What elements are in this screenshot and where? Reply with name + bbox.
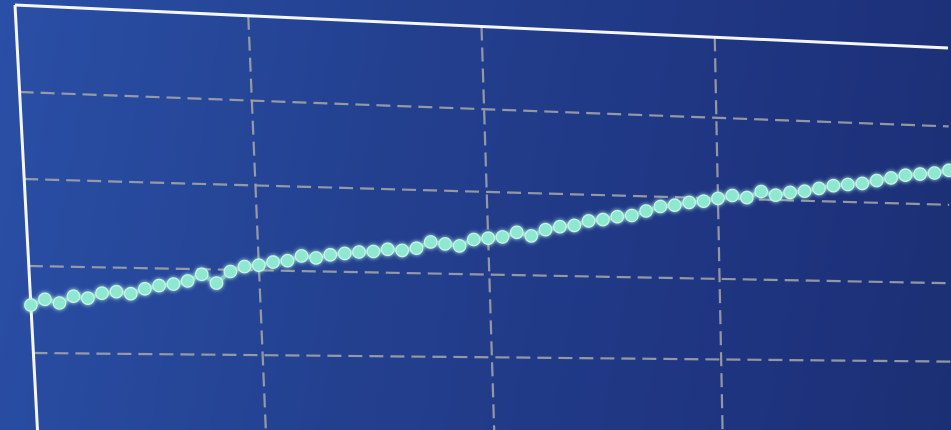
data-point <box>696 194 711 208</box>
data-point <box>725 188 740 203</box>
data-point <box>251 258 266 272</box>
data-point <box>711 191 725 206</box>
data-point <box>180 274 195 288</box>
data-point <box>567 218 582 233</box>
grid-lines <box>19 15 951 430</box>
data-point <box>66 289 81 303</box>
data-point <box>366 244 381 259</box>
data-point <box>797 184 812 198</box>
data-point <box>452 239 467 253</box>
data-point <box>352 245 366 259</box>
data-point <box>337 246 352 261</box>
grid-line-vertical <box>247 15 267 430</box>
data-point <box>913 167 927 181</box>
data-point <box>682 195 696 210</box>
data-point <box>124 286 138 301</box>
plot-border-left <box>13 4 39 430</box>
data-point <box>553 219 567 234</box>
data-point <box>209 276 224 290</box>
data-point <box>152 278 166 293</box>
data-point <box>754 184 768 199</box>
data-point <box>869 173 884 188</box>
data-point <box>423 235 438 249</box>
data-point <box>581 214 596 228</box>
data-point <box>24 298 38 312</box>
data-point <box>395 243 409 258</box>
grid-line-horizontal <box>28 264 950 285</box>
data-point <box>653 199 668 214</box>
grid-line-horizontal <box>33 351 951 363</box>
data-point <box>509 225 524 240</box>
data-point <box>294 249 309 263</box>
grid-line-horizontal <box>19 90 949 128</box>
data-point <box>884 171 898 185</box>
grid-line-vertical <box>480 26 496 430</box>
data-point <box>840 177 855 192</box>
data-point <box>610 209 625 224</box>
data-point <box>409 241 424 255</box>
data-point <box>495 230 510 244</box>
data-point <box>942 163 951 178</box>
data-point <box>740 190 754 205</box>
data-point <box>138 281 152 296</box>
data-point <box>266 255 280 269</box>
data-point <box>855 176 870 191</box>
plot-frame <box>13 3 949 430</box>
data-point <box>596 212 610 227</box>
data-series <box>24 163 951 312</box>
data-point <box>538 222 553 237</box>
data-point <box>323 248 338 262</box>
data-point <box>166 277 181 291</box>
data-point <box>826 178 841 193</box>
data-point <box>309 251 323 265</box>
data-point <box>438 237 452 251</box>
grid-line-vertical <box>713 37 724 430</box>
data-point <box>52 296 67 310</box>
data-point <box>223 264 238 279</box>
data-point <box>38 292 52 307</box>
data-point <box>237 259 252 274</box>
data-point <box>95 286 109 300</box>
plot-border-top <box>14 3 949 50</box>
data-point <box>624 208 639 223</box>
data-point <box>927 166 942 180</box>
grid-line-horizontal <box>24 177 950 206</box>
data-point <box>194 267 209 282</box>
data-point <box>380 242 395 257</box>
data-point <box>81 291 95 305</box>
data-point <box>768 188 783 202</box>
data-point <box>524 229 539 243</box>
data-point <box>812 181 826 196</box>
data-point <box>280 253 295 268</box>
data-point <box>898 168 913 182</box>
data-point <box>639 204 653 218</box>
data-point <box>667 198 682 212</box>
data-point <box>783 185 797 200</box>
data-point <box>466 232 481 247</box>
data-point <box>481 231 495 245</box>
data-point <box>109 284 124 299</box>
